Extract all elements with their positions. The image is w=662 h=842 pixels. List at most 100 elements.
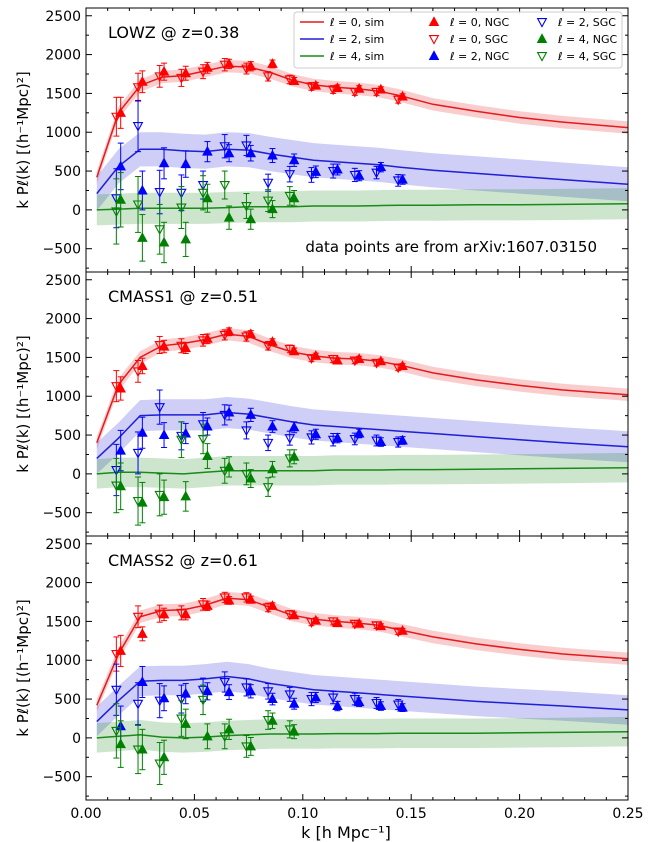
legend-label: ℓ = 0, NGC [449,16,509,29]
legend-label: ℓ = 0, SGC [449,33,508,46]
data-point [223,461,235,471]
data-point [353,696,365,707]
data-point [284,191,296,202]
data-point [132,83,144,93]
data-point [219,732,231,743]
data-point [197,336,209,347]
data-point [262,178,274,189]
data-point [197,188,209,199]
panel-title: LOWZ @ z=0.38 [108,23,239,42]
data-point [284,434,296,444]
data-point [219,181,231,191]
data-point [115,738,126,749]
plot-area [96,57,628,264]
sim-line-1 [96,411,628,459]
data-point [349,695,361,705]
data-point [262,483,274,493]
data-point [371,87,382,98]
sim-line-0 [96,65,628,178]
data-point [241,426,252,437]
data-point [371,358,382,369]
data-point [245,472,257,483]
data-point [375,700,387,711]
data-point [154,225,166,236]
sim-line-1 [96,148,628,195]
legend-label: ℓ = 0, sim [329,16,384,29]
x-axis-ticks: 0.00 0.05 0.10 0.15 0.20 0.25 [70,806,643,822]
plot-area [96,326,628,526]
x-tick-label: 0.00 [70,806,101,822]
legend-item: ℓ = 0, sim [300,16,384,29]
legend-item: ℓ = 0, SGC [428,33,508,46]
data-point [306,354,317,364]
x-tick-label: 0.15 [396,806,427,822]
y-tick-label: 0 [72,731,81,747]
data-point [111,112,122,123]
data-point [115,444,126,455]
data-point [327,693,339,704]
data-point [202,450,213,461]
data-point [349,619,361,630]
sim-line-0 [96,597,628,706]
data-point [306,433,317,444]
y-tick-label: 2000 [45,48,81,64]
panel-title: CMASS1 @ z=0.51 [108,287,258,306]
data-point [158,236,170,247]
data-point [158,429,170,440]
data-point [154,188,166,198]
legend-marker [536,52,548,62]
data-point [284,344,296,355]
data-point [176,435,187,446]
sim-band-1 [96,661,628,737]
data-point [284,725,296,736]
sim-line-2 [96,730,628,739]
y-tick-label: 500 [54,692,81,708]
data-point [284,170,296,180]
data-point [202,192,213,203]
panel-1: −500 0 500 1000 1500 2000 2500 LOWZ @ z=0.38 [43,7,629,273]
data-point [219,593,231,604]
data-point [371,436,382,447]
data-point [288,421,300,432]
data-point [111,685,122,696]
data-point [137,628,148,638]
data-point [202,62,213,72]
y-tick-label: 500 [54,164,81,180]
legend-marker [536,18,548,28]
x-tick-label: 0.25 [612,806,643,822]
legend-label: ℓ = 4, sim [329,50,384,63]
data-point [137,184,148,195]
data-point [111,481,122,492]
x-axis-label: k [h Mpc⁻¹] [301,823,391,842]
data-point [332,700,343,711]
data-point [176,73,187,84]
data-point [288,697,300,708]
sim-band-0 [96,327,628,449]
x-tick-label: 0.05 [179,806,210,822]
data-point [371,698,382,709]
sim-line-2 [96,466,628,475]
legend: ℓ = 0, sim ℓ = 2, sim ℓ = 4, sim ℓ = 0, NGC… [293,11,623,69]
data-point [392,627,404,638]
legend-marker [428,16,440,26]
y-axis-label-panel-3: k Pℓ(k) [(h⁻¹Mpc)²] [14,599,32,736]
data-point [284,690,296,701]
legend-label: ℓ = 4, NGC [557,33,617,46]
y-tick-label: 1500 [45,614,81,630]
data-point [154,72,166,83]
data-point [284,454,296,465]
data-point [267,420,278,431]
data-point [158,157,170,168]
data-point [132,612,144,623]
legend-item: ℓ = 0, NGC [428,16,509,29]
data-point [349,170,361,181]
data-point [262,438,274,449]
sim-band-2 [96,716,628,753]
y-tick-label: 0 [72,203,81,219]
legend-label: ℓ = 2, NGC [449,50,509,63]
data-point [219,142,231,152]
data-point [267,463,278,474]
data-point [262,716,274,726]
